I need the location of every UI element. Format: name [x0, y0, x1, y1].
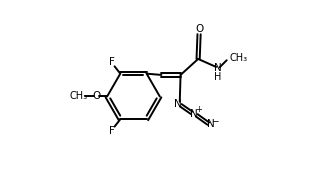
Text: O: O [195, 24, 203, 34]
Text: H: H [215, 72, 222, 82]
Text: N: N [214, 63, 222, 73]
Text: O: O [93, 92, 101, 101]
Text: +: + [195, 105, 201, 114]
Text: N: N [174, 99, 182, 109]
Text: CH₃: CH₃ [70, 92, 88, 101]
Text: CH₃: CH₃ [230, 53, 248, 63]
Text: F: F [109, 57, 115, 67]
Text: N: N [207, 119, 215, 129]
Text: −: − [211, 116, 218, 125]
Text: N: N [190, 109, 198, 119]
Text: F: F [109, 126, 115, 136]
